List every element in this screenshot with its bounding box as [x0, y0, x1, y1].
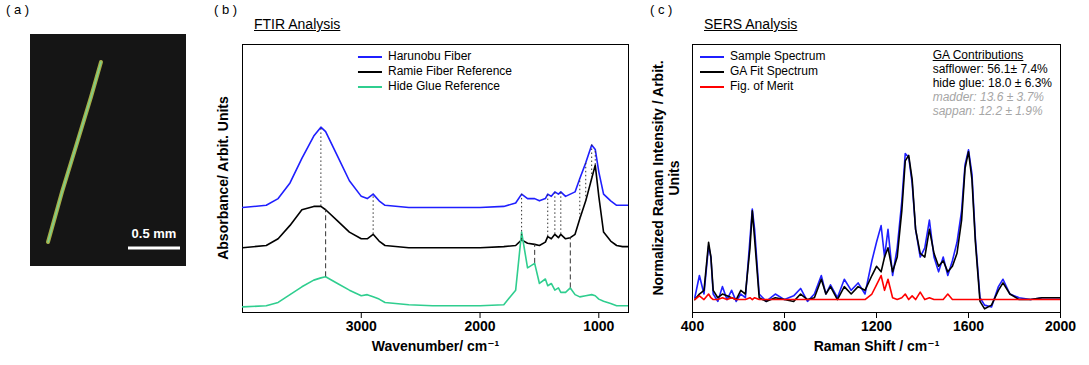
- svg-text:Raman Shift / cm⁻¹: Raman Shift / cm⁻¹: [814, 338, 940, 354]
- html-text:FTIR Analysis: FTIR Analysis: [254, 16, 341, 32]
- html-text:Fig. of Merit: Fig. of Merit: [730, 79, 794, 93]
- html-text:Ramie Fiber Reference: Ramie Fiber Reference: [388, 64, 512, 78]
- html-text:madder: 13.6 ± 3.7%: madder: 13.6 ± 3.7%: [932, 90, 1044, 104]
- svg-text:0.5 mm: 0.5 mm: [132, 226, 177, 241]
- svg-text:400: 400: [681, 318, 705, 334]
- html-text:Normalized Raman Intensity / A: Normalized Raman Intensity / Arbit. Unit…: [650, 60, 682, 296]
- html-text:Absorbance/ Arbit. Units: Absorbance/ Arbit. Units: [215, 96, 231, 260]
- html-text:GA Fit Spectrum: GA Fit Spectrum: [730, 64, 818, 78]
- svg-text:1600: 1600: [953, 318, 984, 334]
- html-text:GA Contributions: GA Contributions: [932, 48, 1024, 62]
- html-text:safflower: 56.1± 7.4%: safflower: 56.1± 7.4%: [932, 62, 1048, 76]
- html-text:Hide Glue Reference: Hide Glue Reference: [388, 79, 500, 93]
- html-text:( c ): ( c ): [650, 2, 673, 17]
- svg-text:2000: 2000: [464, 318, 495, 334]
- html-text:SERS Analysis: SERS Analysis: [704, 16, 798, 32]
- html-text:( a ): ( a ): [6, 2, 30, 17]
- svg-text:3000: 3000: [346, 318, 377, 334]
- html-text:( b ): ( b ): [214, 2, 238, 17]
- html-text:Sample Spectrum: Sample Spectrum: [730, 49, 826, 63]
- html-text:sappan: 12.2 ± 1.9%: sappan: 12.2 ± 1.9%: [932, 104, 1043, 118]
- svg-text:1200: 1200: [861, 318, 892, 334]
- svg-text:Wavenumber/ cm⁻¹: Wavenumber/ cm⁻¹: [372, 338, 500, 354]
- html-text:Harunobu Fiber: Harunobu Fiber: [388, 49, 472, 63]
- svg-text:1000: 1000: [583, 318, 614, 334]
- svg-text:2000: 2000: [1045, 318, 1076, 334]
- html-text:hide glue: 18.0 ± 6.3%: hide glue: 18.0 ± 6.3%: [932, 76, 1052, 90]
- svg-text:800: 800: [773, 318, 797, 334]
